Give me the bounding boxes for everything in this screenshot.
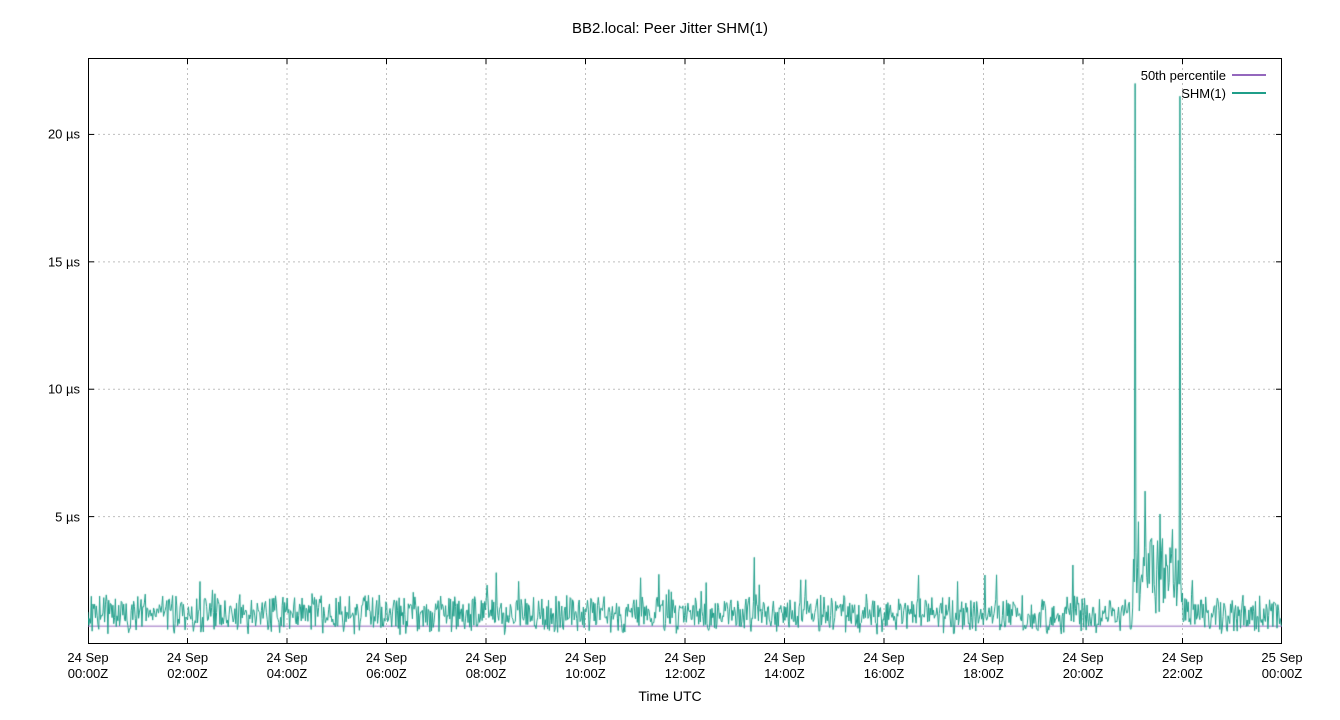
legend-item: 50th percentile	[1141, 66, 1266, 84]
x-tick-label: 24 Sep16:00Z	[863, 644, 904, 681]
x-tick-label: 24 Sep08:00Z	[465, 644, 506, 681]
x-tick-label: 24 Sep22:00Z	[1162, 644, 1203, 681]
chart-title: BB2.local: Peer Jitter SHM(1)	[0, 20, 1340, 37]
y-tick-label: 20 µs	[48, 127, 88, 142]
x-tick-label: 24 Sep06:00Z	[366, 644, 407, 681]
x-tick-label: 25 Sep00:00Z	[1261, 644, 1302, 681]
x-tick-label: 24 Sep12:00Z	[664, 644, 705, 681]
chart-container: BB2.local: Peer Jitter SHM(1) 50th perce…	[0, 0, 1340, 720]
y-tick-label: 10 µs	[48, 382, 88, 397]
y-tick-label: 5 µs	[55, 509, 88, 524]
x-tick-label: 24 Sep00:00Z	[67, 644, 108, 681]
x-tick-label: 24 Sep20:00Z	[1062, 644, 1103, 681]
x-tick-label: 24 Sep18:00Z	[963, 644, 1004, 681]
legend-label: 50th percentile	[1141, 68, 1226, 83]
plot-area: 50th percentileSHM(1) 5 µs10 µs15 µs20 µ…	[88, 58, 1282, 644]
x-tick-label: 24 Sep04:00Z	[266, 644, 307, 681]
legend-swatch	[1232, 92, 1266, 94]
y-tick-label: 15 µs	[48, 254, 88, 269]
chart-series-canvas	[88, 58, 1282, 644]
legend-label: SHM(1)	[1181, 86, 1226, 101]
legend-swatch	[1232, 74, 1266, 76]
chart-legend: 50th percentile SHM(1)	[1137, 64, 1270, 104]
legend-item: SHM(1)	[1141, 84, 1266, 102]
x-axis-label: Time UTC	[0, 688, 1340, 704]
x-tick-label: 24 Sep02:00Z	[167, 644, 208, 681]
x-tick-label: 24 Sep14:00Z	[764, 644, 805, 681]
x-tick-label: 24 Sep10:00Z	[565, 644, 606, 681]
